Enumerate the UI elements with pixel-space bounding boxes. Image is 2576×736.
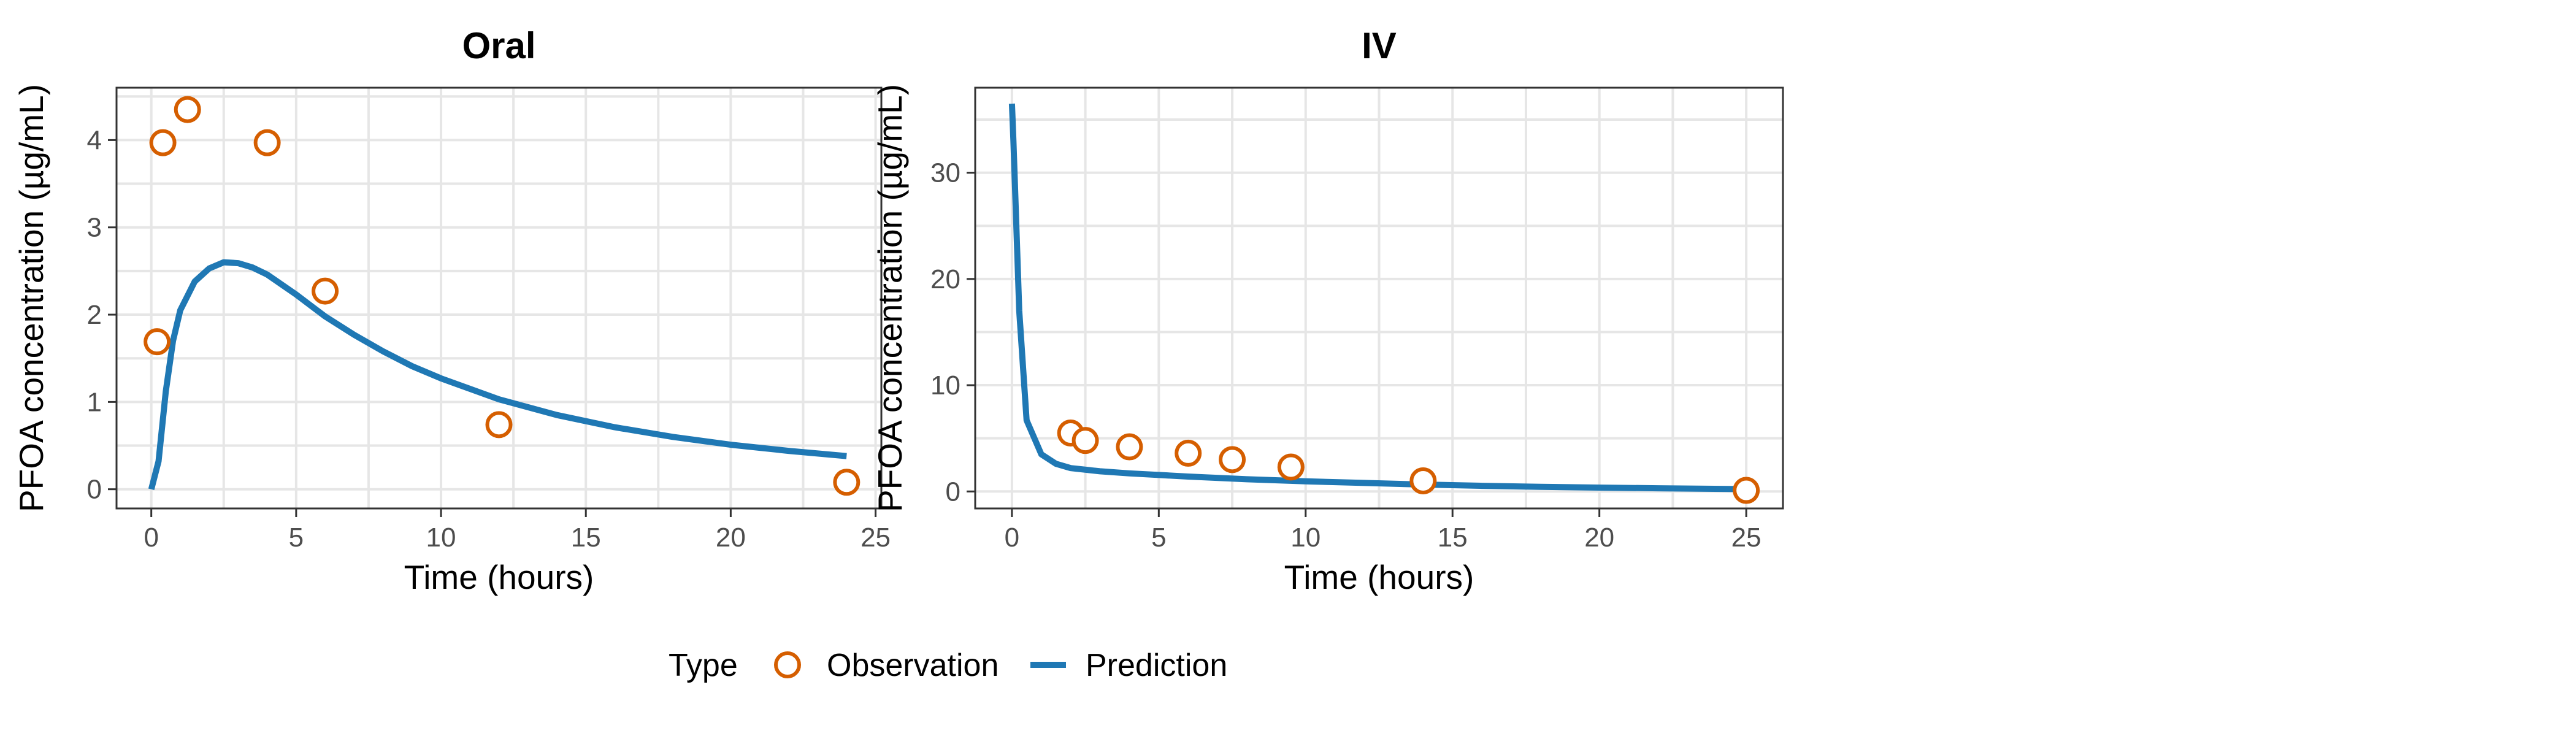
iv-prediction-line [1008,103,1747,493]
oral-y-tick-label: 3 [87,213,102,243]
iv-panel: IV 0 5 10 15 20 25 0 10 20 30 Time (hours) PFOA c… [871,25,1784,596]
iv-series [1008,103,1760,504]
iv-y-tick-label: 20 [930,264,960,294]
oral-panel: Oral 0 5 10 15 20 25 0 1 2 3 4 Time (hours) PFOA c… [12,25,891,596]
iv-observation-point [1409,467,1437,494]
oral-observation-point [144,328,171,356]
iv-ticks: 0 5 10 15 20 25 0 10 20 30 [930,158,1761,553]
oral-x-tick-label: 20 [716,523,746,553]
iv-gridlines [975,88,1783,508]
oral-gridlines [117,88,881,508]
iv-observation-point [1733,477,1760,504]
iv-x-tick-label: 10 [1290,523,1321,553]
legend-prediction-label: Prediction [1086,648,1227,683]
iv-observation-point [1277,453,1305,481]
oral-x-tick-label: 0 [144,523,158,553]
oral-y-tick-label: 4 [87,125,102,155]
oral-observation-point [312,277,339,305]
oral-x-axis-title: Time (hours) [404,558,594,596]
iv-y-tick-label: 0 [946,477,960,507]
legend-observation-key [774,651,801,678]
legend-title: Type [669,648,738,683]
oral-ticks: 0 5 10 15 20 25 0 1 2 3 4 [87,125,891,553]
oral-x-tick-label: 5 [289,523,304,553]
oral-x-tick-label: 25 [861,523,891,553]
oral-observation-point [253,129,281,156]
oral-series [144,96,861,496]
iv-observation-point [1219,446,1246,473]
oral-prediction-line [148,259,847,490]
legend: Type Observation Prediction [669,648,1227,683]
iv-x-tick-label: 15 [1438,523,1468,553]
iv-observation-point [1071,427,1099,454]
iv-x-tick-label: 25 [1731,523,1761,553]
iv-observation-point [1175,439,1202,467]
iv-y-tick-label: 30 [930,158,960,188]
legend-observation-label: Observation [827,648,999,683]
oral-observation-point [833,469,861,496]
iv-panel-title: IV [1362,25,1397,66]
oral-x-tick-label: 15 [571,523,601,553]
oral-y-tick-label: 0 [87,475,102,505]
oral-panel-title: Oral [462,25,535,66]
oral-plot-frame [115,86,883,510]
iv-x-axis-title: Time (hours) [1284,558,1474,596]
iv-y-axis-title: PFOA concentration (µg/mL) [871,84,909,512]
oral-observation-point [485,411,513,439]
iv-y-tick-label: 10 [930,370,960,401]
iv-plot-frame [974,86,1784,510]
oral-x-tick-label: 10 [426,523,456,553]
oral-observation-point [174,96,201,123]
oral-y-axis-title: PFOA concentration (µg/mL) [12,84,50,512]
iv-x-tick-label: 20 [1584,523,1614,553]
iv-observation-point [1116,433,1143,461]
oral-y-tick-label: 2 [87,300,102,330]
iv-x-tick-label: 0 [1005,523,1019,553]
oral-y-tick-label: 1 [87,387,102,417]
iv-x-tick-label: 5 [1151,523,1166,553]
oral-observation-point [149,129,177,156]
